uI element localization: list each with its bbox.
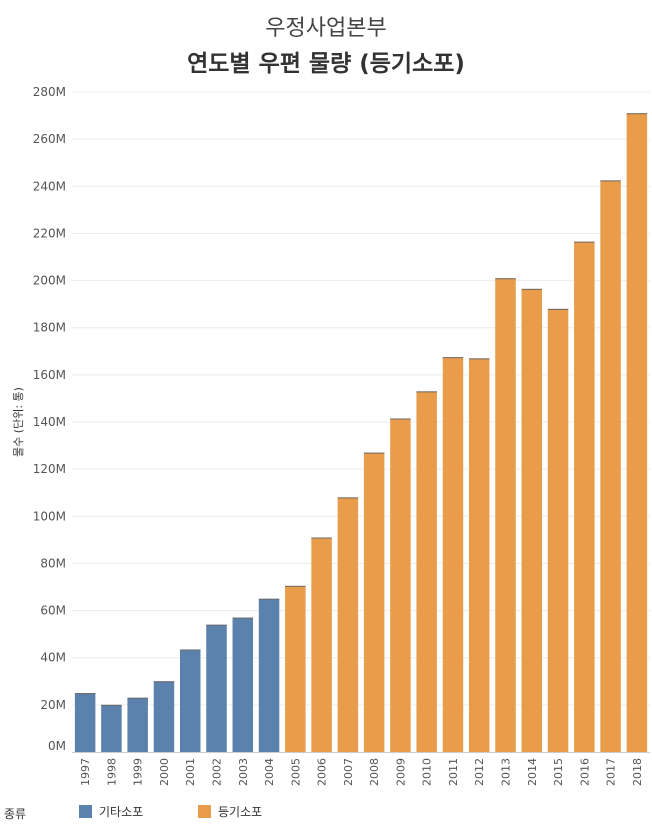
legend-label-registered-parcel: 등기소포	[218, 805, 263, 819]
y-tick-label: 120M	[33, 462, 66, 476]
y-tick-label: 280M	[33, 85, 66, 99]
x-tick-label: 2014	[526, 758, 539, 786]
bar	[521, 288, 543, 752]
x-tick-label: 1998	[105, 758, 118, 786]
x-tick-label: 2018	[631, 758, 644, 786]
bar	[127, 697, 148, 752]
x-tick-label: 2013	[500, 758, 513, 786]
bar	[337, 497, 359, 752]
legend-title: 종류	[4, 807, 27, 821]
legend-item-registered-parcel[interactable]: 등기소포	[198, 803, 262, 820]
chart-subtitle: 우정사업본부	[265, 16, 387, 41]
bar	[600, 180, 621, 753]
bar	[206, 624, 227, 752]
x-tick-label: 2012	[473, 758, 486, 786]
bar	[285, 585, 306, 752]
bar	[179, 649, 201, 752]
bar	[468, 358, 490, 752]
y-tick-label: 100M	[33, 509, 66, 523]
y-tick-label: 20M	[40, 698, 66, 712]
bar	[363, 452, 385, 752]
legend-swatch-other-parcel	[79, 805, 92, 818]
x-tick-label: 1999	[132, 758, 145, 786]
y-tick-label: 160M	[33, 368, 66, 382]
bar	[442, 357, 464, 752]
y-tick-label: 240M	[33, 179, 66, 193]
legend: 종류 기타소포 등기소포	[0, 800, 652, 824]
x-tick-label: 2007	[342, 758, 355, 786]
bar	[74, 693, 96, 752]
x-tick-label: 2004	[263, 758, 276, 786]
x-tick-label: 2006	[316, 758, 329, 786]
chart-title: 연도별 우편 물량 (등기소포)	[187, 51, 465, 77]
bar	[626, 113, 648, 752]
y-tick-label: 220M	[33, 226, 66, 240]
y-tick-label: 140M	[33, 415, 66, 429]
y-tick-label: 260M	[33, 132, 66, 146]
bar	[574, 241, 595, 752]
bar-chart: 0M 20M 40M 60M 80M 100M 120M 140M 160M 180M 200M 22…	[12, 85, 650, 786]
x-tick-label: 2017	[605, 758, 618, 786]
y-tick-label: 200M	[33, 274, 66, 288]
bar	[547, 308, 569, 752]
x-tick-label: 1997	[79, 758, 92, 786]
x-tick-label: 2001	[184, 758, 197, 786]
x-tick-label: 2005	[289, 758, 302, 786]
x-tick-label: 2008	[368, 758, 381, 786]
x-tick-label: 2010	[421, 758, 434, 786]
x-tick-label: 2016	[578, 758, 591, 786]
y-tick-label: 0M	[48, 739, 66, 753]
bar	[311, 537, 332, 752]
x-tick-label: 2002	[211, 758, 224, 786]
x-tick-label: 2015	[552, 758, 565, 786]
y-tick-label: 180M	[33, 321, 66, 335]
bar	[495, 278, 516, 752]
x-tick-label: 2000	[158, 758, 171, 786]
y-tick-label: 60M	[40, 604, 66, 618]
bar	[232, 617, 254, 752]
bar	[390, 418, 411, 752]
bar	[416, 391, 437, 752]
legend-item-other-parcel[interactable]: 기타소포	[79, 803, 143, 820]
bar	[258, 598, 280, 752]
y-tick-label: 80M	[40, 556, 66, 570]
x-tick-label: 2011	[447, 758, 460, 786]
x-tick-label: 2003	[237, 758, 250, 786]
x-tick-label: 2009	[394, 758, 407, 786]
bar	[101, 704, 122, 752]
legend-label-other-parcel: 기타소포	[99, 805, 144, 819]
y-tick-label: 40M	[40, 651, 66, 665]
legend-swatch-registered-parcel	[198, 805, 211, 818]
bar	[153, 681, 175, 752]
y-axis-label: 물수 (단위: 통)	[12, 387, 25, 457]
